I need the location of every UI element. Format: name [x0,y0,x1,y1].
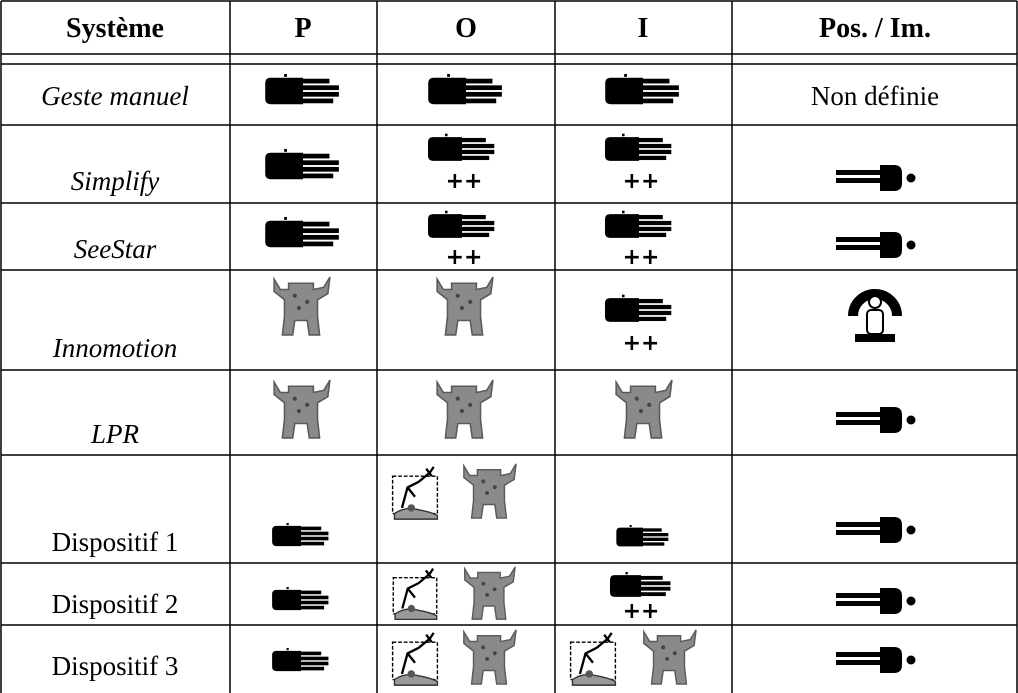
hand-icon [265,74,339,105]
column-header: I [638,13,649,44]
system-name: Simplify [71,166,160,196]
hand-icon [265,149,339,180]
robot-icon [436,379,494,439]
hand-icon [605,210,672,238]
arm-icon [391,465,439,521]
arm-icon [391,631,439,687]
column-header: Pos. / Im. [819,13,931,44]
plus-mark: ++ [623,599,660,624]
column-header: O [455,13,477,44]
hand-icon [616,525,669,547]
plus-mark: ++ [623,169,660,194]
system-name: LPR [90,419,140,449]
robot-icon [464,566,516,620]
hand-icon [610,572,671,597]
icons [265,74,916,687]
patient-icon [836,517,916,543]
column-header: P [294,13,311,44]
arm-icon [569,631,617,687]
robot-icon [436,276,494,336]
hand-icon [428,210,495,238]
hand-icon [272,587,329,611]
scanner-icon [853,294,897,342]
robot-icon [615,379,673,439]
system-name: Dispositif 1 [52,527,179,557]
hand-icon [428,133,495,161]
hand-icon [272,648,329,672]
robot-icon [273,379,331,439]
hand-icon [605,294,672,322]
patient-icon [836,407,916,433]
robot-icon [273,276,331,336]
hand-icon [605,133,672,161]
plus-mark: ++ [446,245,483,270]
robot-icon [463,629,517,685]
robot-icon [643,629,697,685]
plus-mark: ++ [623,245,660,270]
hand-icon [605,74,679,105]
system-name: SeeStar [74,234,157,264]
patient-icon [836,647,916,673]
patient-icon [836,165,916,191]
plus-mark: ++ [446,169,483,194]
patient-icon [836,232,916,258]
hand-icon [428,74,502,105]
system-name: Dispositif 3 [52,651,179,681]
patient-icon [836,588,916,614]
plus-mark: ++ [623,331,660,356]
system-name: Geste manuel [41,81,189,111]
position-note: Non définie [811,81,939,111]
hand-icon [265,217,339,248]
hand-icon [272,523,329,547]
arm-icon [392,567,438,621]
robot-icon [463,463,517,519]
column-header: Système [66,13,164,44]
system-name: Dispositif 2 [52,589,179,619]
system-name: Innomotion [52,333,178,363]
